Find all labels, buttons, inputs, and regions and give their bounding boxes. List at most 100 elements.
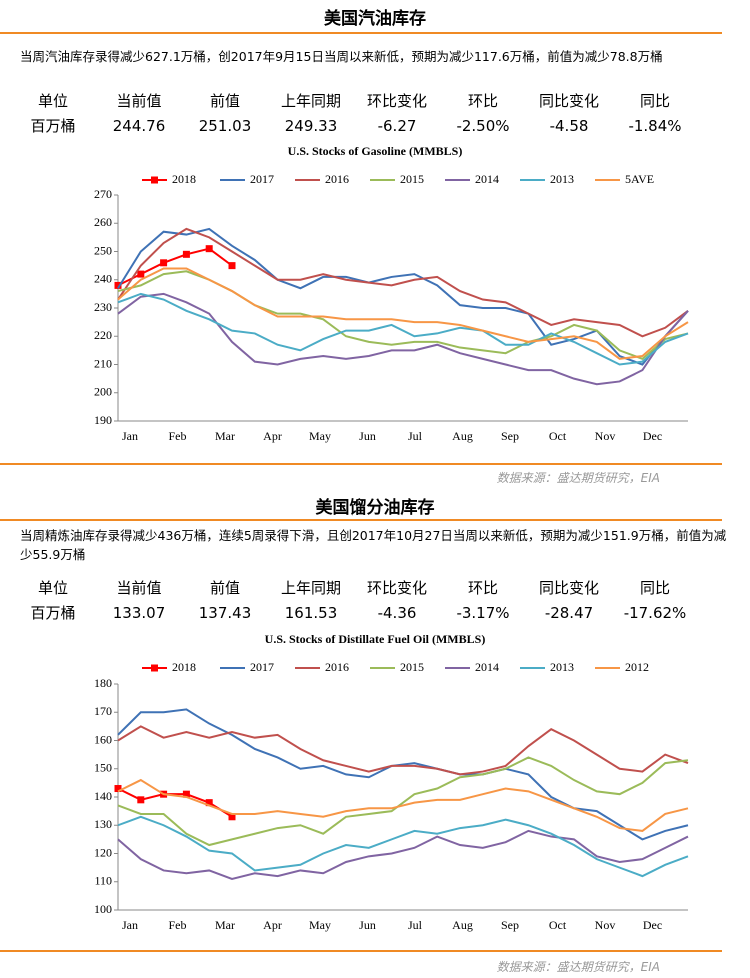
value-cell: 百万桶: [30, 117, 76, 135]
x-tick-label: Oct: [549, 429, 567, 443]
x-tick-label: Jan: [122, 918, 138, 932]
y-tick-label: 240: [94, 272, 112, 286]
x-tick-label: Aug: [452, 918, 473, 932]
series-line: [117, 829, 689, 880]
legend-label: 2015: [400, 660, 424, 674]
x-tick-label: Nov: [595, 429, 616, 443]
x-tick-label: Sep: [501, 918, 519, 932]
y-tick-label: 160: [94, 732, 112, 746]
y-tick-label: 120: [94, 845, 112, 859]
series-line: [117, 292, 689, 366]
source-note: 数据来源：盛达期货研究，EIA: [496, 471, 660, 485]
header-cell: 当前值: [116, 92, 162, 110]
y-tick-label: 270: [94, 187, 112, 201]
value-cell: 251.03: [198, 116, 252, 135]
value-cell: 244.76: [112, 116, 166, 135]
y-tick-label: 170: [94, 704, 112, 718]
legend-label: 2014: [475, 660, 499, 674]
series-line: [117, 227, 689, 338]
y-tick-label: 260: [94, 215, 112, 229]
series-line: [117, 227, 689, 366]
header-cell: 单位: [37, 92, 68, 110]
y-tick-label: 190: [94, 413, 112, 427]
x-tick-label: Apr: [263, 918, 282, 932]
x-tick-label: Dec: [643, 918, 662, 932]
x-tick-label: Sep: [501, 429, 519, 443]
table-row: 百万桶 244.76 251.03 249.33 -6.27 -2.50% -4.58 -1.…: [10, 113, 698, 138]
legend-label: 2013: [550, 172, 574, 186]
legend-label: 5AVE: [625, 172, 654, 186]
value-cell: 133.07: [112, 603, 166, 622]
point-marker: [228, 262, 236, 270]
point-marker: [114, 785, 122, 793]
point-marker: [228, 813, 236, 821]
y-tick-label: 110: [94, 874, 112, 888]
point-marker: [205, 245, 213, 253]
table-row: 百万桶 133.07 137.43 161.53 -4.36 -3.17% -28.47 -1…: [10, 600, 698, 625]
x-tick-label: Jun: [359, 918, 376, 932]
y-tick-label: 130: [94, 817, 112, 831]
x-tick-label: Dec: [643, 429, 662, 443]
x-tick-label: Nov: [595, 918, 616, 932]
legend-marker: [151, 664, 158, 672]
x-tick-label: Mar: [215, 429, 235, 443]
value-cell: -17.62%: [623, 603, 687, 622]
legend-label: 2012: [625, 660, 649, 674]
value-cell: -4.36: [377, 603, 417, 622]
summary: 当周汽油库存录得减少627.1万桶，创2017年9月15日当周以来新低，预期为减…: [20, 49, 663, 64]
x-tick-label: Aug: [452, 429, 473, 443]
header-cell: 环比变化: [366, 92, 427, 110]
header-cell: 上年同期: [280, 92, 341, 110]
header-cell: 同比变化: [538, 92, 599, 110]
value-cell: 百万桶: [30, 604, 76, 622]
stats-table: 单位 当前值 前值 上年同期 环比变化 环比 同比变化 同比 百万桶 133.07 137.43 16…: [10, 575, 698, 625]
header-cell: 当前值: [116, 579, 162, 597]
value-cell: -1.84%: [628, 116, 682, 135]
x-tick-label: Jul: [408, 918, 423, 932]
value-cell: -2.50%: [456, 116, 510, 135]
stats-table: 单位 当前值 前值 上年同期 环比变化 环比 同比变化 同比 百万桶 244.76 251.03 24…: [10, 88, 698, 138]
legend-marker: [151, 176, 158, 184]
legend-label: 2016: [325, 172, 349, 186]
y-tick-label: 200: [94, 385, 112, 399]
point-marker: [182, 250, 190, 258]
table-row: 单位 当前值 前值 上年同期 环比变化 环比 同比变化 同比: [10, 88, 698, 113]
y-tick-label: 180: [94, 676, 112, 690]
value-cell: -3.17%: [456, 603, 510, 622]
summary: 当周精炼油库存录得减少436万桶，连续5周录得下滑，且创2017年10月27日当…: [20, 528, 727, 562]
divider: [0, 32, 722, 34]
section-title: 美国汽油库存: [324, 9, 426, 29]
x-tick-label: Feb: [169, 918, 187, 932]
legend-label: 2013: [550, 660, 574, 674]
x-tick-label: Jan: [122, 429, 138, 443]
divider: [0, 950, 722, 952]
x-tick-label: Mar: [215, 918, 235, 932]
series-line: [117, 815, 689, 878]
series-line: [117, 292, 689, 386]
header-cell: 前值: [209, 579, 240, 597]
series-line: [117, 787, 233, 818]
legend-label: 2018: [172, 660, 196, 674]
x-tick-label: Feb: [169, 429, 187, 443]
value-cell: -6.27: [377, 116, 417, 135]
value-cell: 137.43: [198, 603, 252, 622]
x-tick-label: May: [309, 918, 331, 932]
divider: [0, 519, 722, 521]
series-line: [117, 708, 689, 841]
y-tick-label: 230: [94, 300, 112, 314]
point-marker: [205, 799, 213, 807]
series-line: [117, 267, 689, 360]
chart-title: U.S. Stocks of Gasoline (MMBLS): [288, 144, 463, 158]
header-cell: 环比: [467, 92, 498, 110]
legend-label: 2015: [400, 172, 424, 186]
source-note: 数据来源：盛达期货研究，EIA: [496, 960, 660, 974]
x-tick-label: Apr: [263, 429, 282, 443]
legend-label: 2017: [250, 660, 274, 674]
y-tick-label: 210: [94, 356, 112, 370]
section-title: 美国馏分油库存: [315, 498, 435, 518]
header-cell: 单位: [37, 579, 68, 597]
x-tick-label: Jun: [359, 429, 376, 443]
divider: [0, 463, 722, 465]
